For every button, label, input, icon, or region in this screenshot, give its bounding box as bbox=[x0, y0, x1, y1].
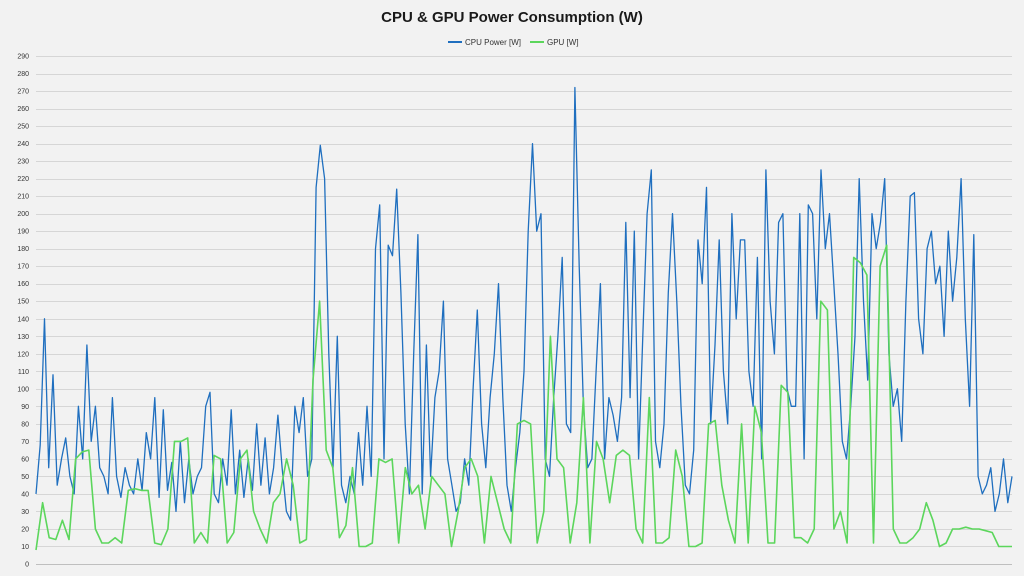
chart-legend: CPU Power [W] GPU [W] bbox=[448, 38, 579, 47]
y-tick-label: 110 bbox=[18, 369, 29, 376]
y-tick-label: 180 bbox=[17, 246, 29, 253]
y-tick-label: 170 bbox=[17, 264, 29, 271]
y-tick-label: 280 bbox=[17, 71, 29, 78]
series-line-cpu-power bbox=[35, 86, 1013, 521]
y-tick-label: 80 bbox=[21, 421, 29, 428]
y-tick-label: 40 bbox=[21, 491, 29, 498]
plot-area bbox=[35, 86, 1013, 551]
y-tick-label: 160 bbox=[17, 281, 29, 288]
y-tick-label: 270 bbox=[17, 89, 29, 96]
chart-title: CPU & GPU Power Consumption (W) bbox=[381, 9, 643, 26]
y-tick-label: 200 bbox=[17, 211, 29, 218]
y-tick-label: 190 bbox=[17, 229, 29, 236]
y-tick-label: 100 bbox=[17, 386, 29, 393]
y-tick-label: 10 bbox=[21, 544, 29, 551]
y-tick-label: 120 bbox=[17, 351, 29, 358]
y-tick-label: 60 bbox=[21, 456, 29, 463]
legend-label-cpu: CPU Power [W] bbox=[465, 38, 521, 47]
y-tick-label: 20 bbox=[21, 526, 29, 533]
series-line-gpu-power bbox=[35, 244, 1012, 551]
y-tick-label: 230 bbox=[17, 159, 29, 166]
gridlines bbox=[36, 56, 1012, 565]
y-tick-label: 30 bbox=[21, 509, 29, 516]
y-tick-label: 260 bbox=[17, 106, 29, 113]
y-axis-tick-labels: 0 10 20 30 40 50 60 70 80 90 100 110 120 130 140 150 160… bbox=[17, 54, 29, 569]
y-tick-label: 90 bbox=[21, 404, 29, 411]
y-tick-label: 220 bbox=[17, 176, 29, 183]
y-tick-label: 250 bbox=[17, 124, 29, 131]
y-tick-label: 50 bbox=[21, 474, 29, 481]
legend-label-gpu: GPU [W] bbox=[547, 38, 579, 47]
y-tick-label: 70 bbox=[21, 439, 29, 446]
y-tick-label: 140 bbox=[17, 316, 29, 323]
y-tick-label: 150 bbox=[17, 299, 29, 306]
y-tick-label: 0 bbox=[25, 562, 29, 569]
y-tick-label: 210 bbox=[17, 194, 29, 201]
y-tick-label: 240 bbox=[17, 141, 29, 148]
y-tick-label: 130 bbox=[17, 334, 29, 341]
y-tick-label: 290 bbox=[17, 54, 29, 61]
